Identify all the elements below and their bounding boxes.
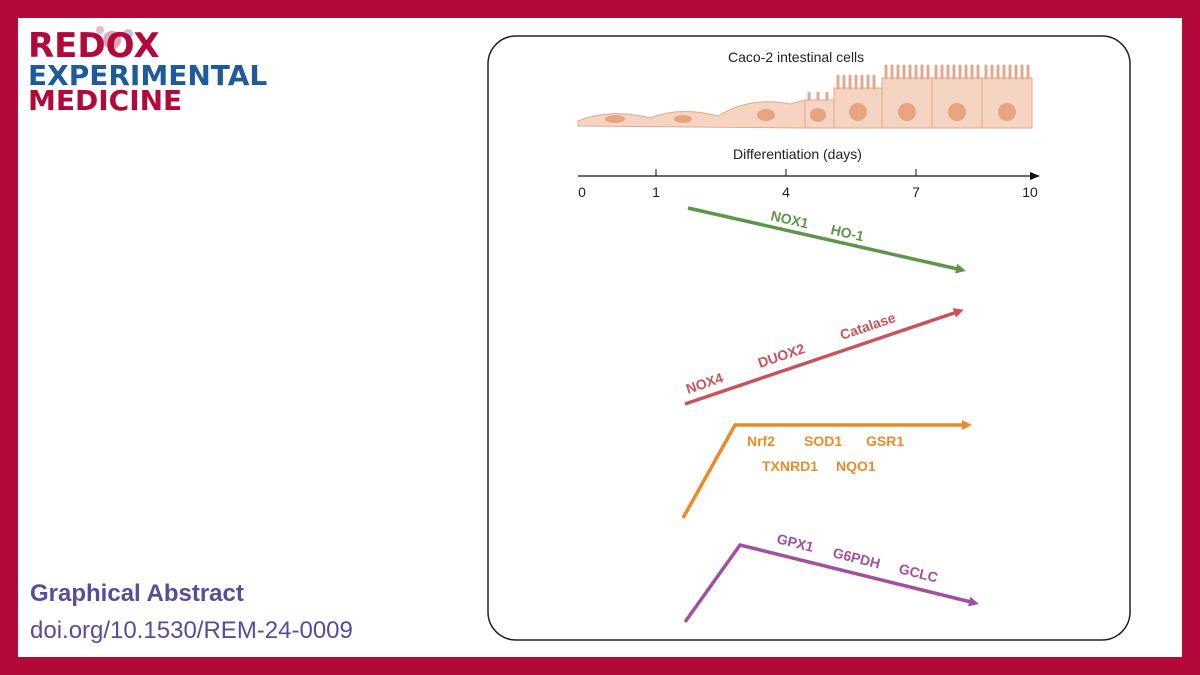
logo-dot bbox=[103, 31, 121, 49]
trend-arrow bbox=[683, 543, 979, 624]
axis-tick-label: 7 bbox=[912, 184, 920, 200]
footer-doi: doi.org/10.1530/REM-24-0009 bbox=[30, 617, 353, 644]
trend-arrow bbox=[687, 206, 966, 274]
gene-label: Nrf2 bbox=[747, 433, 775, 449]
nucleus bbox=[948, 103, 966, 121]
cells bbox=[577, 64, 1033, 129]
logo-line: EXPERIMENTAL bbox=[28, 59, 267, 92]
gene-label: TXNRD1 bbox=[762, 458, 818, 474]
flat-cells bbox=[577, 99, 806, 129]
gene-label: SOD1 bbox=[804, 433, 842, 449]
nucleus bbox=[998, 103, 1016, 121]
nucleus bbox=[757, 109, 775, 121]
gene-label: GSR1 bbox=[866, 433, 904, 449]
logo-line: REDOX bbox=[28, 26, 160, 66]
figure-panel bbox=[487, 35, 1131, 641]
logo: REDOX EXPERIMENTAL MEDICINE bbox=[28, 26, 267, 117]
axis-tick-label: 4 bbox=[782, 184, 790, 200]
footer-title: Graphical Abstract bbox=[30, 580, 244, 607]
nucleus bbox=[849, 103, 867, 121]
trend-arrow bbox=[684, 308, 964, 406]
logo-line: MEDICINE bbox=[28, 84, 182, 117]
axis-tick-label: 10 bbox=[1022, 184, 1038, 200]
transition-cell bbox=[804, 99, 835, 129]
gene-label: NQO1 bbox=[836, 458, 876, 474]
logo-dot bbox=[123, 29, 133, 39]
trend-arrow bbox=[681, 420, 972, 519]
axis-label: Differentiation (days) bbox=[733, 146, 862, 162]
nucleus bbox=[810, 108, 826, 122]
cells-label: Caco-2 intestinal cells bbox=[728, 49, 864, 65]
axis-tick-label: 0 bbox=[578, 184, 586, 200]
nucleus bbox=[898, 103, 916, 121]
axis-tick-label: 1 bbox=[652, 184, 660, 200]
nucleus bbox=[674, 115, 692, 123]
logo-dot bbox=[96, 26, 104, 34]
gene-label: HO-1 bbox=[829, 221, 865, 244]
nucleus bbox=[605, 115, 625, 123]
